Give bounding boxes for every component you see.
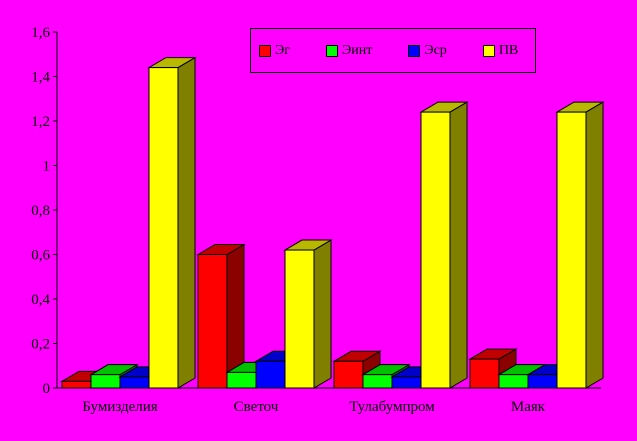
bar-side bbox=[313, 239, 332, 389]
y-axis-ticks: 0 0,2 0,4 0,6 0,8 1 1,2 1,4 1,6 bbox=[31, 25, 57, 397]
category-label: Бумизделия bbox=[82, 399, 158, 415]
category-label: Светоч bbox=[234, 399, 279, 415]
bar bbox=[226, 371, 257, 389]
bar bbox=[148, 67, 179, 389]
legend-label: ПВ bbox=[498, 42, 519, 58]
bar bbox=[197, 254, 228, 389]
legend-swatch-icon bbox=[408, 44, 421, 57]
bar bbox=[90, 374, 121, 389]
y-tick-label: 0,2 bbox=[31, 337, 50, 353]
legend-swatch-icon bbox=[325, 44, 338, 57]
bar bbox=[333, 360, 364, 389]
category-label: Маяк bbox=[511, 399, 546, 415]
bar bbox=[556, 111, 587, 389]
bar bbox=[119, 376, 150, 389]
legend-item: Эг bbox=[259, 43, 290, 59]
bar-side bbox=[585, 101, 604, 389]
legend: Эг Эинт Эср ПВ bbox=[250, 28, 536, 73]
legend-swatch-icon bbox=[482, 44, 495, 57]
legend-label: Эср bbox=[424, 42, 447, 58]
bar bbox=[391, 376, 422, 389]
bar bbox=[362, 374, 393, 389]
y-tick-label: 0,4 bbox=[31, 292, 50, 308]
legend-item: Эинт bbox=[325, 42, 373, 59]
y-tick-label: 0,8 bbox=[31, 203, 50, 219]
bar bbox=[61, 380, 92, 389]
category-label: Тулабумпром bbox=[349, 399, 435, 415]
legend-swatch-icon bbox=[259, 44, 271, 57]
bar bbox=[255, 360, 286, 389]
legend-item: ПВ bbox=[482, 42, 519, 59]
bar-side bbox=[449, 101, 468, 389]
bar bbox=[527, 374, 558, 389]
bar-side bbox=[177, 56, 196, 389]
bar bbox=[469, 358, 500, 389]
y-tick-label: 1,4 bbox=[31, 70, 50, 86]
x-axis-labels: Бумизделия Светоч Тулабумпром Маяк bbox=[82, 399, 546, 415]
bar bbox=[498, 374, 529, 389]
y-tick-label: 1,2 bbox=[31, 114, 50, 130]
legend-label: Эг bbox=[275, 42, 290, 58]
y-tick-label: 0,6 bbox=[31, 248, 50, 264]
bar bbox=[420, 111, 451, 389]
bar bbox=[284, 249, 315, 389]
y-tick-label: 1,6 bbox=[31, 25, 50, 41]
y-tick-label: 1 bbox=[43, 159, 51, 175]
legend-label: Эинт bbox=[341, 42, 373, 58]
legend-item: Эср bbox=[408, 42, 447, 59]
bars bbox=[60, 56, 605, 389]
y-tick-label: 0 bbox=[43, 381, 51, 397]
